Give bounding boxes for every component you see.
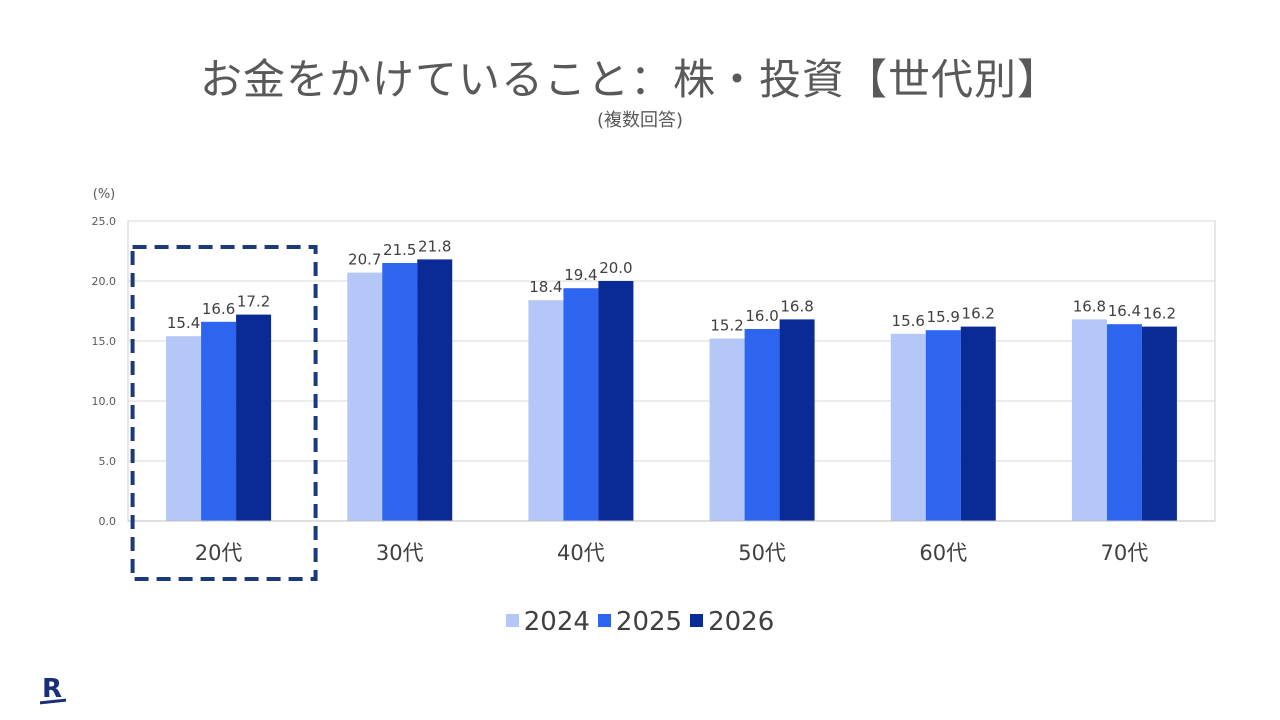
data-label: 20.0 bbox=[599, 259, 632, 277]
legend-label: 2026 bbox=[708, 606, 775, 637]
bar-2024-20代 bbox=[166, 336, 202, 521]
legend-label: 2024 bbox=[523, 606, 590, 637]
bar-2025-40代 bbox=[563, 288, 599, 521]
data-label: 15.6 bbox=[892, 312, 925, 330]
y-tick-label: 25.0 bbox=[92, 215, 117, 228]
data-label: 20.7 bbox=[348, 251, 381, 269]
bar-2026-50代 bbox=[779, 319, 815, 521]
data-label: 16.4 bbox=[1108, 302, 1141, 320]
data-label: 21.5 bbox=[383, 241, 416, 259]
data-labels: 15.416.6 17.2 20.721.5 21.8 18.419.4 20.0 15.2… bbox=[167, 237, 1176, 334]
bar-2024-70代 bbox=[1071, 319, 1107, 521]
bar-2024-30代 bbox=[347, 272, 383, 521]
bar-2026-60代 bbox=[960, 326, 996, 521]
bar-2024-40代 bbox=[528, 300, 564, 521]
bar-2026-70代 bbox=[1141, 326, 1177, 521]
y-tick-label: 0.0 bbox=[99, 515, 117, 528]
data-label: 21.8 bbox=[418, 237, 451, 255]
y-tick-label: 20.0 bbox=[92, 275, 117, 288]
x-category-label: 50代 bbox=[738, 541, 786, 565]
chart-subtitle: (複数回答) bbox=[596, 110, 684, 131]
bar-2025-50代 bbox=[744, 329, 780, 521]
bar-2026-30代 bbox=[417, 259, 453, 521]
data-label: 18.4 bbox=[529, 278, 562, 296]
data-label: 19.4 bbox=[564, 266, 597, 284]
data-label: 16.0 bbox=[745, 307, 778, 325]
plot-area-frame bbox=[127, 220, 1216, 522]
bar-2025-20代 bbox=[201, 321, 237, 521]
bar-2024-50代 bbox=[709, 338, 745, 521]
data-label: 17.2 bbox=[237, 293, 270, 311]
y-tick-label: 10.0 bbox=[92, 395, 117, 408]
data-label: 15.9 bbox=[927, 308, 960, 326]
axes: 0.0 5.0 10.0 15.0 20.0 25.0 (%) 20代 30代 40代 50代 60代… bbox=[92, 187, 1215, 581]
data-label: 16.8 bbox=[1073, 297, 1106, 315]
x-category-label: 20代 bbox=[195, 541, 243, 565]
chart-title: お金をかけていること：株・投資【世代別】 bbox=[199, 55, 1060, 104]
bar-2026-20代 bbox=[236, 314, 272, 521]
grid-lines bbox=[127, 220, 1216, 522]
legend-item-2026: 2026 bbox=[690, 607, 774, 637]
data-label: 16.8 bbox=[780, 297, 813, 315]
brand-logo: R bbox=[42, 674, 63, 704]
legend-swatch bbox=[690, 613, 704, 627]
bar-2024-60代 bbox=[890, 333, 926, 521]
y-tick-label: 15.0 bbox=[92, 335, 117, 348]
legend-swatch bbox=[597, 613, 611, 627]
legend: 2024 2025 2026 bbox=[0, 606, 1280, 637]
bar-2025-60代 bbox=[925, 330, 961, 521]
y-tick-label: 5.0 bbox=[99, 455, 117, 468]
bars bbox=[166, 259, 1177, 521]
bar-2026-40代 bbox=[598, 281, 634, 521]
x-category-label: 40代 bbox=[557, 541, 605, 565]
bar-2025-70代 bbox=[1106, 324, 1142, 521]
x-category-label: 30代 bbox=[376, 541, 424, 565]
legend-swatch bbox=[505, 613, 519, 627]
highlight-dashed-box bbox=[130, 245, 318, 581]
legend-item-2024: 2024 bbox=[505, 606, 590, 637]
data-label: 16.2 bbox=[1143, 305, 1176, 323]
data-label: 15.2 bbox=[710, 317, 743, 335]
data-label: 16.2 bbox=[962, 305, 995, 323]
legend-item-2025: 2025 bbox=[597, 606, 683, 637]
y-unit-label: (%) bbox=[93, 187, 116, 202]
bar-2025-30代 bbox=[382, 263, 418, 521]
x-category-label: 70代 bbox=[1101, 541, 1149, 565]
data-label: 15.4 bbox=[167, 314, 200, 332]
x-category-label: 60代 bbox=[919, 541, 967, 565]
data-label: 16.6 bbox=[202, 300, 235, 318]
legend-label: 2025 bbox=[615, 606, 683, 637]
